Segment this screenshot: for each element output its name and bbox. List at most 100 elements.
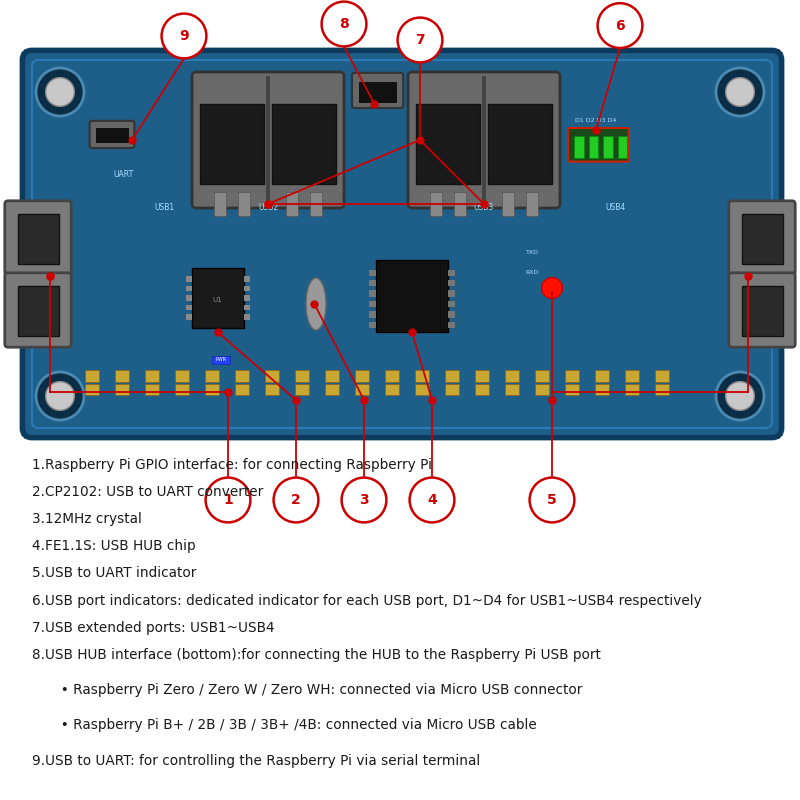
Bar <box>205 370 219 382</box>
Bar <box>186 276 192 282</box>
Bar <box>594 384 610 395</box>
Circle shape <box>46 78 74 106</box>
Bar <box>145 384 159 395</box>
Bar <box>534 384 549 395</box>
FancyBboxPatch shape <box>352 73 403 108</box>
FancyBboxPatch shape <box>729 201 795 275</box>
Bar <box>454 192 466 216</box>
Circle shape <box>726 78 754 106</box>
Bar <box>416 104 480 184</box>
Bar <box>265 384 279 395</box>
Bar <box>244 295 250 301</box>
Text: 7: 7 <box>415 33 425 47</box>
Bar <box>286 192 298 216</box>
Bar <box>625 370 639 382</box>
Bar <box>186 295 192 301</box>
Circle shape <box>36 372 84 420</box>
Bar <box>96 128 128 142</box>
Bar <box>244 314 250 320</box>
Bar <box>482 76 486 204</box>
Circle shape <box>530 478 574 522</box>
Bar <box>369 270 376 276</box>
Text: 1: 1 <box>223 493 233 507</box>
Bar <box>448 280 455 286</box>
Bar <box>369 322 376 328</box>
Bar <box>192 268 244 328</box>
Text: USB3: USB3 <box>474 203 494 213</box>
Text: PWR: PWR <box>215 358 226 362</box>
Bar <box>115 370 129 382</box>
Circle shape <box>342 478 386 522</box>
Bar <box>625 384 639 395</box>
Text: 9: 9 <box>179 29 189 43</box>
Bar <box>505 384 519 395</box>
Bar <box>85 384 99 395</box>
Bar <box>574 136 584 158</box>
Bar <box>369 280 376 286</box>
Bar <box>18 286 59 336</box>
Text: 8: 8 <box>339 17 349 31</box>
Text: • Raspberry Pi Zero / Zero W / Zero WH: connected via Micro USB connector: • Raspberry Pi Zero / Zero W / Zero WH: … <box>52 683 582 697</box>
Bar <box>618 136 627 158</box>
Text: 3.12MHz crystal: 3.12MHz crystal <box>32 512 142 526</box>
Bar <box>238 192 250 216</box>
Bar <box>214 192 226 216</box>
Bar <box>272 104 336 184</box>
Bar <box>526 192 538 216</box>
FancyBboxPatch shape <box>568 128 629 162</box>
Bar <box>445 384 459 395</box>
Bar <box>369 311 376 318</box>
Bar <box>354 384 370 395</box>
Text: 2.CP2102: USB to UART converter: 2.CP2102: USB to UART converter <box>32 485 263 499</box>
Circle shape <box>274 478 318 522</box>
Bar <box>235 370 250 382</box>
Circle shape <box>410 478 454 522</box>
Bar <box>359 82 396 102</box>
Bar <box>445 370 459 382</box>
Text: 1.Raspberry Pi GPIO interface: for connecting Raspberry Pi: 1.Raspberry Pi GPIO interface: for conne… <box>32 458 432 471</box>
Text: 8.USB HUB interface (bottom):for connecting the HUB to the Raspberry Pi USB port: 8.USB HUB interface (bottom):for connect… <box>32 648 601 662</box>
Bar <box>244 286 250 291</box>
Bar <box>369 290 376 297</box>
Circle shape <box>206 478 250 522</box>
Bar <box>589 136 598 158</box>
Text: 9.USB to UART: for controlling the Raspberry Pi via serial terminal: 9.USB to UART: for controlling the Raspb… <box>32 754 480 767</box>
Bar <box>354 370 370 382</box>
Bar <box>505 370 519 382</box>
Text: 5.USB to UART indicator: 5.USB to UART indicator <box>32 566 196 581</box>
Text: UART: UART <box>114 170 134 179</box>
Text: 2: 2 <box>291 493 301 507</box>
Bar <box>414 370 429 382</box>
Bar <box>369 301 376 307</box>
Circle shape <box>716 68 764 116</box>
Circle shape <box>726 382 754 410</box>
Bar <box>200 104 264 184</box>
Bar <box>475 384 490 395</box>
Ellipse shape <box>306 278 326 330</box>
Bar <box>244 305 250 310</box>
Circle shape <box>716 372 764 420</box>
Bar <box>235 384 250 395</box>
Bar <box>594 370 610 382</box>
Bar <box>325 384 339 395</box>
Bar <box>174 384 189 395</box>
Text: 5: 5 <box>547 493 557 507</box>
Bar <box>294 370 310 382</box>
Bar <box>603 136 613 158</box>
Bar <box>448 301 455 307</box>
Text: 4.FE1.1S: USB HUB chip: 4.FE1.1S: USB HUB chip <box>32 539 196 553</box>
Bar <box>85 370 99 382</box>
Bar <box>742 214 783 264</box>
Bar <box>244 276 250 282</box>
Bar <box>414 384 429 395</box>
Bar <box>174 370 189 382</box>
FancyBboxPatch shape <box>408 72 560 208</box>
FancyBboxPatch shape <box>729 273 795 347</box>
Text: U1: U1 <box>213 297 222 303</box>
Bar <box>376 260 448 332</box>
Circle shape <box>322 2 366 46</box>
Text: USB2: USB2 <box>258 203 278 213</box>
Text: 4: 4 <box>427 493 437 507</box>
Bar <box>430 192 442 216</box>
Bar <box>294 384 310 395</box>
